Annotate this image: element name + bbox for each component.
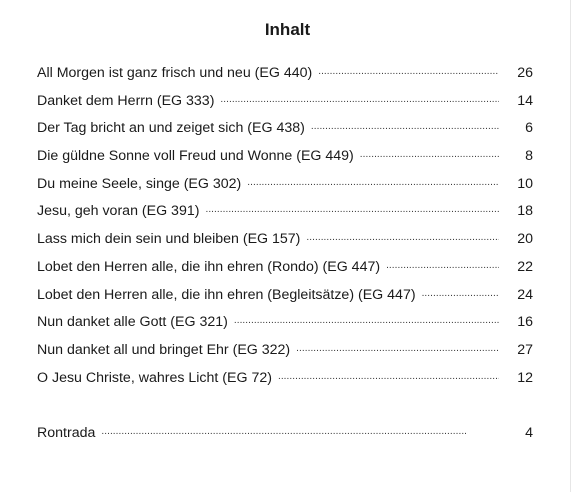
dot-leader	[386, 257, 499, 271]
toc-entry-title: Lobet den Herren alle, die ihn ehren (Ro…	[37, 258, 381, 275]
table-of-contents: All Morgen ist ganz frisch und neu (EG 4…	[37, 63, 533, 451]
toc-entry: Nun danket all und bringet Ehr (EG 322) …	[37, 340, 533, 368]
toc-entry-title: Lass mich dein sein und bleiben (EG 157)	[37, 231, 301, 248]
toc-entry-title: All Morgen ist ganz frisch und neu (EG 4…	[37, 65, 313, 81]
toc-appendix-entry: Rontrada 4	[37, 423, 533, 451]
toc-entry-title: O Jesu Christe, wahres Licht (EG 72)	[37, 369, 272, 386]
toc-entry-page: 14	[517, 92, 533, 109]
toc-entry: Lobet den Herren alle, die ihn ehren (Ro…	[37, 257, 533, 285]
page-edge-line	[570, 0, 571, 492]
toc-entry-title: Lobet den Herren alle, die ihn ehren (Be…	[37, 286, 416, 303]
dot-leader	[422, 285, 499, 299]
toc-entry-page: 27	[517, 341, 533, 358]
toc-entry-page: 10	[517, 175, 533, 192]
page-title: Inhalt	[264, 20, 311, 39]
toc-entry-page: 20	[517, 231, 533, 248]
dot-leader	[234, 312, 499, 326]
toc-entry-page: 4	[525, 425, 533, 442]
toc-entry-page: 16	[517, 314, 533, 331]
dot-leader	[360, 146, 499, 160]
dot-leader	[205, 201, 499, 215]
dot-leader	[247, 174, 499, 188]
toc-entry-page: 24	[517, 286, 533, 303]
toc-entry-title: Nun danket alle Gott (EG 321)	[37, 314, 228, 331]
toc-entry: Lass mich dein sein und bleiben (EG 157)…	[37, 229, 533, 257]
toc-entry: Jesu, geh voran (EG 391) 18	[37, 201, 533, 229]
toc-entry: Lobet den Herren alle, die ihn ehren (Be…	[37, 285, 533, 313]
toc-entry-title: Der Tag bricht an und zeiget sich (EG 43…	[37, 120, 305, 137]
toc-entry: All Morgen ist ganz frisch und neu (EG 4…	[37, 63, 533, 91]
toc-entry: Du meine Seele, singe (EG 302) 10	[37, 174, 533, 202]
toc-entry-title: Danket dem Herrn (EG 333)	[37, 92, 215, 109]
toc-entry-page: 8	[525, 148, 533, 165]
dot-leader	[306, 229, 499, 243]
toc-entry: O Jesu Christe, wahres Licht (EG 72) 12	[37, 368, 533, 396]
toc-entry-page: 6	[525, 120, 533, 137]
dot-leader	[318, 63, 499, 77]
toc-entry: Die güldne Sonne voll Freud und Wonne (E…	[37, 146, 533, 174]
dot-leader	[220, 91, 499, 105]
dot-leader	[311, 118, 499, 132]
toc-entry-title: Die güldne Sonne voll Freud und Wonne (E…	[37, 148, 354, 165]
dot-leader	[101, 423, 499, 437]
toc-entry-page: 26	[517, 65, 533, 81]
toc-entry-title: Du meine Seele, singe (EG 302)	[37, 175, 242, 192]
toc-entry-page: 18	[517, 203, 533, 220]
toc-entry-page: 22	[517, 258, 533, 275]
section-spacer	[37, 395, 533, 423]
toc-entry-title: Nun danket all und bringet Ehr (EG 322)	[37, 341, 291, 358]
toc-entry: Nun danket alle Gott (EG 321) 16	[37, 312, 533, 340]
toc-entry-title: Jesu, geh voran (EG 391)	[37, 203, 200, 220]
toc-entry: Der Tag bricht an und zeiget sich (EG 43…	[37, 118, 533, 146]
toc-entry-page: 12	[517, 369, 533, 386]
toc-entry: Danket dem Herrn (EG 333) 14	[37, 91, 533, 119]
toc-entry-title: Rontrada	[37, 425, 96, 442]
dot-leader	[296, 340, 499, 354]
dot-leader	[278, 368, 499, 382]
